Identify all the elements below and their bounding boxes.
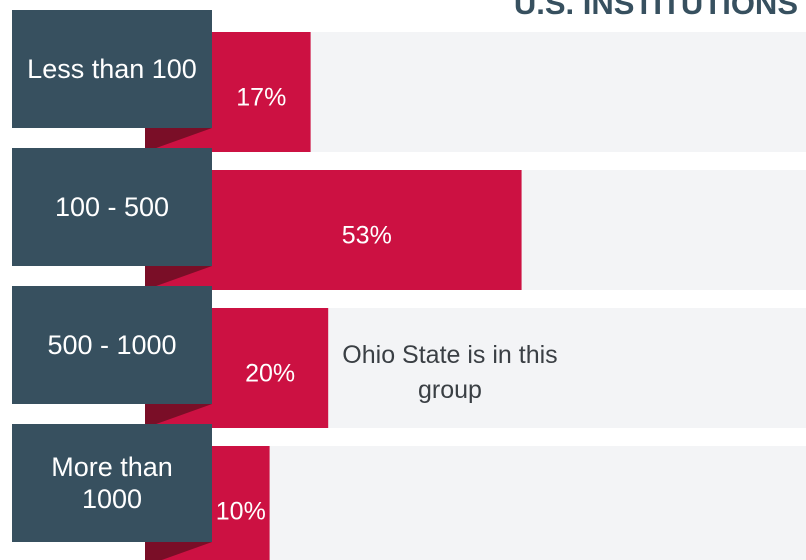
category-box <box>12 424 212 542</box>
annotation: Ohio State is in this group <box>342 341 558 404</box>
value-label: 20% <box>245 359 296 388</box>
value-label: 17% <box>236 83 287 112</box>
value-label: 53% <box>341 221 392 250</box>
value-label: 10% <box>215 497 266 526</box>
category-box <box>12 10 212 128</box>
category-box <box>12 148 212 266</box>
category-box <box>12 286 212 404</box>
ribbon-fold <box>145 128 212 152</box>
ribbon-fold <box>145 404 212 428</box>
category-label: Less than 100 <box>27 54 197 84</box>
category-label: 500 - 1000 <box>47 330 177 360</box>
category-label: 100 - 500 <box>54 192 170 222</box>
ribbon-fold <box>145 542 212 560</box>
category-label: More than 1000 <box>51 452 173 514</box>
chart-title: U.S. INSTITUTIONS <box>513 0 798 21</box>
ribbon-fold <box>145 266 212 290</box>
